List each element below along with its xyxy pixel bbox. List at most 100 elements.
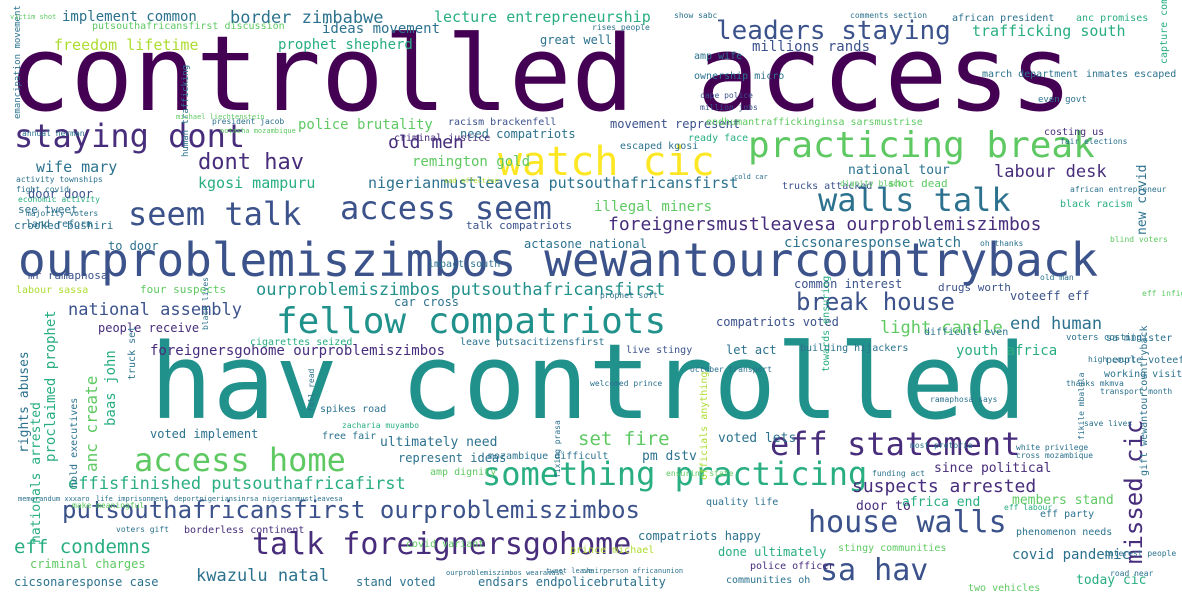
- cloud-word: proclaimed prophet: [43, 310, 59, 462]
- cloud-word: cross mozambique: [1016, 451, 1094, 460]
- cloud-word: eff infights: [1142, 289, 1182, 298]
- cloud-word: cicsonaresponse watch: [784, 235, 962, 251]
- cloud-word: ownership micro: [694, 71, 785, 82]
- cloud-word: to door: [108, 239, 159, 253]
- cloud-word: need compatriots: [460, 127, 576, 141]
- cloud-word: actasone national: [524, 237, 647, 251]
- cloud-word: walls talk: [818, 181, 1011, 219]
- cloud-word: stingy communities: [838, 543, 947, 554]
- cloud-word: nigerianmustleavesa putsouthafricansfirs…: [368, 174, 739, 192]
- cloud-word: free fair: [322, 431, 377, 442]
- cloud-word: house walls: [808, 505, 1007, 540]
- cloud-word: criminal charges: [30, 557, 146, 571]
- cloud-word: set fire: [578, 428, 670, 450]
- cloud-word: fair elections: [1060, 137, 1128, 146]
- cloud-word: inmates escaped: [1086, 69, 1177, 80]
- cloud-word: high court: [1088, 355, 1137, 364]
- cloud-word: make meaningful: [72, 501, 145, 510]
- cloud-word: youth africa: [956, 343, 1058, 359]
- cloud-word: labour desk: [994, 162, 1107, 182]
- cloud-word: shot dead: [888, 177, 948, 190]
- cloud-word: emancipation movement: [13, 5, 23, 119]
- cloud-word: lecture entrepreneurship: [434, 8, 651, 26]
- cloud-word: interest people: [1104, 549, 1177, 558]
- cloud-word: prophet shepherd: [278, 37, 413, 53]
- cloud-word: see tweet: [18, 203, 78, 216]
- cloud-word: prophet soft: [600, 291, 658, 300]
- cloud-word: difficult even: [924, 327, 1009, 338]
- cloud-word: suspects arrested: [852, 476, 1037, 497]
- cloud-word: eff party: [1040, 509, 1095, 520]
- cloud-word: ourproblemiszimbos wearamask: [446, 569, 565, 577]
- cloud-word: labour sassa: [16, 285, 89, 296]
- cloud-word: mozambique difficult: [488, 451, 609, 462]
- cloud-word: fellow compatriots: [276, 301, 667, 342]
- cloud-word: four suspects: [140, 283, 227, 296]
- cloud-word: since political: [934, 461, 1052, 476]
- cloud-word: border zimbabwe: [230, 8, 384, 28]
- cloud-word: police brutality: [298, 117, 433, 133]
- cloud-word: light candle: [880, 318, 1003, 338]
- cloud-word: dignity black: [840, 179, 903, 188]
- cloud-word: black lives: [201, 277, 210, 330]
- cloud-word: cicsonaresponse case: [14, 575, 159, 589]
- cloud-word: dont hav: [198, 150, 304, 175]
- cloud-word: implement common: [62, 9, 197, 25]
- cloud-word: police officer: [750, 561, 835, 572]
- cloud-word: zacharia muyambo: [342, 421, 420, 430]
- cloud-word: compatriots happy: [638, 529, 761, 543]
- cloud-word: kgosi mampuru: [198, 174, 316, 192]
- cloud-word: cigarettes seized: [250, 337, 353, 348]
- cloud-word: activity townships: [16, 175, 103, 184]
- cloud-word: amp dignity: [430, 467, 497, 478]
- cloud-word: save lives: [1084, 419, 1133, 428]
- cloud-word: notasha mozambique: [220, 127, 296, 135]
- cloud-word: car cross: [394, 295, 460, 309]
- cloud-word: effisfinished putsouthafricafirst: [68, 474, 406, 494]
- cloud-word: comments section: [850, 11, 928, 20]
- cloud-word: capture commission: [1159, 0, 1170, 64]
- cloud-word: ourproblemiszimbos wewantourcountryback: [18, 233, 1099, 287]
- cloud-word: great well: [540, 33, 613, 47]
- cloud-word: welcomed prince: [590, 379, 663, 388]
- cloud-word: members stand: [1012, 493, 1114, 508]
- cloud-word: illegal miners: [594, 199, 713, 215]
- cloud-word: communities oh: [726, 575, 811, 586]
- cloud-word: voters costing: [1066, 333, 1142, 343]
- cloud-word: african entrepreneur: [1070, 185, 1167, 194]
- cloud-word: michael liechtenstein: [176, 113, 265, 121]
- cloud-word: practicing break: [748, 125, 1095, 166]
- cloud-word: trafficking south: [972, 22, 1126, 40]
- cloud-word: hold executives: [69, 397, 80, 488]
- cloud-word: pm dstv: [642, 449, 697, 464]
- cloud-word: ourproblemiszimbos putsouthafricansfirst: [256, 280, 666, 300]
- cloud-word: seem talk: [128, 195, 302, 233]
- cloud-word: access seem: [340, 189, 552, 227]
- cloud-word: stand voted: [356, 575, 436, 589]
- cloud-word: kwazulu natal: [196, 566, 330, 586]
- cloud-word: life imprisonment: [96, 495, 168, 503]
- cloud-word: old man: [1040, 273, 1074, 282]
- cloud-word: transport month: [1100, 387, 1173, 396]
- cloud-word: endsars endpolicebrutality: [478, 575, 666, 589]
- cloud-word: putsouthafricansfirst ourproblemiszimbos: [62, 496, 640, 524]
- cloud-word: trucks attacked: [782, 181, 873, 192]
- cloud-word: cold car: [734, 173, 768, 181]
- cloud-word: anc create: [82, 375, 101, 472]
- cloud-word: memorandum xxxaro: [18, 495, 90, 503]
- cloud-word: blind voters: [1110, 235, 1168, 244]
- cloud-word: africa end: [902, 495, 981, 510]
- cloud-word: today cic: [1076, 573, 1147, 588]
- cloud-word: people voteeff: [1106, 355, 1182, 366]
- cloud-word: sa minister: [1106, 333, 1173, 344]
- cloud-word: eff condemns: [14, 536, 152, 558]
- cloud-word: hav controlled: [150, 321, 1027, 443]
- cloud-word: end human: [1010, 314, 1103, 334]
- cloud-word: road near: [1110, 569, 1154, 578]
- cloud-word: national assembly: [68, 300, 242, 320]
- cloud-word: impact south: [428, 259, 501, 270]
- cloud-word: full read: [307, 368, 316, 412]
- cloud-word: ensuring state: [666, 469, 734, 478]
- cloud-word: deportnigeriansinrsa nigerianmustleavesa: [174, 495, 343, 503]
- cloud-word: something practicing: [482, 455, 868, 493]
